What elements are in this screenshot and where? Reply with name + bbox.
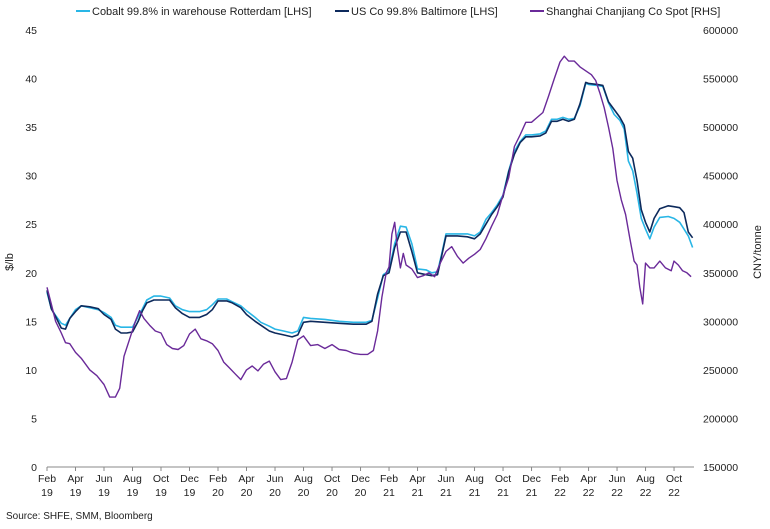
x-tick-month: Jun [609,473,626,485]
x-tick-year: 20 [212,487,224,499]
legend: Cobalt 99.8% in warehouse Rotterdam [LHS… [76,6,720,18]
x-tick-year: 19 [98,487,110,499]
x-tick-month: Apr [238,473,255,485]
x-tick-year: 22 [583,487,595,499]
right-tick-label: 550000 [703,74,738,86]
x-tick-month: Aug [465,473,484,485]
left-tick-label: 10 [25,365,37,377]
legend-label: US Co 99.8% Baltimore [LHS] [351,6,498,18]
x-tick-year: 19 [155,487,167,499]
right-tick-label: 150000 [703,462,738,474]
x-tick-year: 20 [269,487,281,499]
x-tick-month: Jun [96,473,113,485]
legend-label: Cobalt 99.8% in warehouse Rotterdam [LHS… [92,6,312,18]
x-tick-month: Jun [267,473,284,485]
x-axis-ticks: Feb 19 Apr 19 Jun 19 Aug 19 Oct 19 Dec 19 Feb 20 Apr 20… [38,467,682,499]
x-tick-month: Feb [209,473,227,485]
right-tick-label: 600000 [703,25,738,37]
left-tick-label: 15 [25,316,37,328]
x-tick-year: 21 [469,487,481,499]
x-tick-year: 19 [41,487,53,499]
left-tick-label: 20 [25,268,37,280]
x-tick-year: 20 [298,487,310,499]
series-line-3 [46,55,692,398]
right-tick-label: 450000 [703,171,738,183]
right-tick-label: 200000 [703,413,738,425]
left-tick-label: 5 [31,413,37,425]
x-tick-year: 21 [440,487,452,499]
series-line-1 [46,82,694,334]
legend-label: Shanghai Chanjiang Co Spot [RHS] [546,6,720,18]
x-tick-year: 20 [326,487,338,499]
x-tick-year: 22 [554,487,566,499]
x-tick-year: 20 [241,487,253,499]
x-tick-year: 22 [611,487,623,499]
x-tick-year: 20 [355,487,367,499]
x-tick-year: 22 [668,487,680,499]
x-tick-year: 19 [184,487,196,499]
x-tick-month: Apr [580,473,597,485]
x-tick-month: Feb [551,473,569,485]
x-tick-year: 21 [497,487,509,499]
x-tick-year: 19 [127,487,139,499]
x-tick-month: Oct [153,473,169,485]
right-tick-label: 350000 [703,268,738,280]
right-tick-label: 500000 [703,122,738,134]
x-tick-month: Dec [522,473,541,485]
x-tick-month: Oct [324,473,340,485]
left-tick-label: 40 [25,74,37,86]
x-tick-month: Feb [38,473,56,485]
left-axis-title: $/lb [4,253,16,271]
right-tick-label: 400000 [703,219,738,231]
right-axis-title: CNY/tonne [752,225,764,279]
left-tick-label: 25 [25,219,37,231]
left-axis-ticks: 0 5 10 15 20 25 30 35 40 45 [25,25,37,474]
x-tick-month: Oct [666,473,682,485]
x-tick-month: Dec [351,473,370,485]
x-tick-year: 22 [640,487,652,499]
left-tick-label: 0 [31,462,37,474]
series-line-2 [46,81,694,338]
series-lines [46,55,694,398]
x-tick-month: Oct [495,473,511,485]
left-tick-label: 30 [25,171,37,183]
x-tick-year: 21 [383,487,395,499]
x-tick-month: Feb [380,473,398,485]
left-tick-label: 45 [25,25,37,37]
x-tick-month: Aug [123,473,142,485]
source-note: Source: SHFE, SMM, Bloomberg [6,511,153,522]
x-tick-month: Aug [636,473,655,485]
right-tick-label: 250000 [703,365,738,377]
right-axis-ticks: 150000 200000 250000 300000 350000 400000 4500… [703,25,738,474]
x-tick-month: Apr [67,473,84,485]
x-tick-year: 21 [526,487,538,499]
x-tick-month: Aug [294,473,313,485]
right-tick-label: 300000 [703,316,738,328]
x-tick-month: Apr [409,473,426,485]
x-tick-year: 21 [412,487,424,499]
x-tick-month: Jun [438,473,455,485]
x-tick-month: Dec [180,473,199,485]
x-tick-year: 19 [70,487,82,499]
left-tick-label: 35 [25,122,37,134]
